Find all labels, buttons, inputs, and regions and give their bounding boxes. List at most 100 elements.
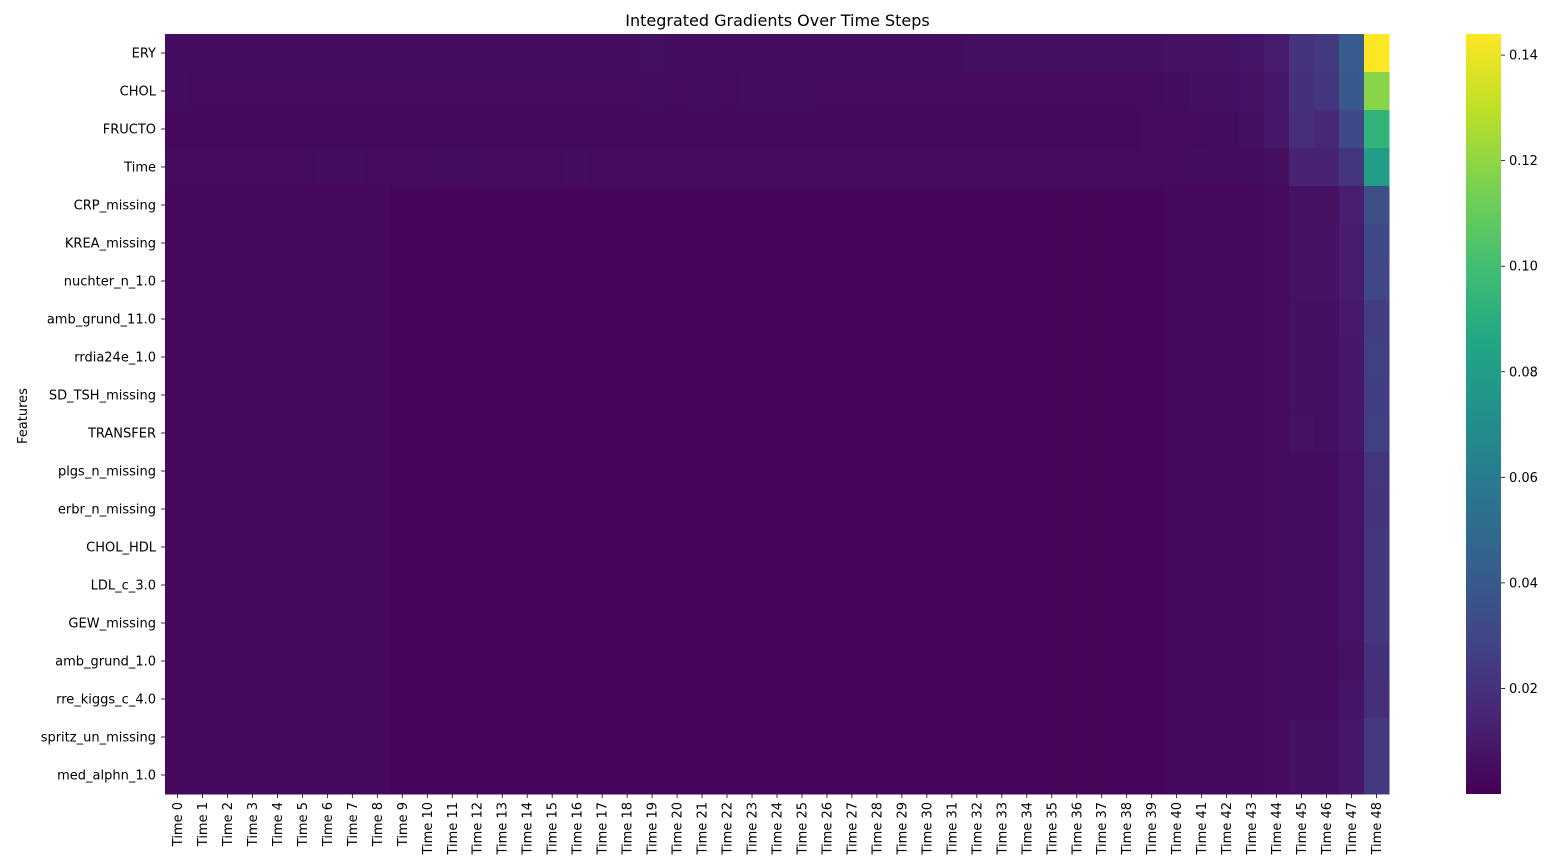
heatmap-cell — [214, 148, 241, 187]
heatmap-cell — [689, 72, 716, 111]
heatmap-cell — [1339, 604, 1365, 643]
heatmap-cell — [914, 718, 940, 757]
heatmap-cell — [239, 604, 266, 643]
heatmap-cell — [364, 528, 391, 567]
heatmap-cell — [1014, 110, 1040, 149]
heatmap-cell — [764, 34, 790, 73]
chart-title: Integrated Gradients Over Time Steps — [625, 11, 930, 30]
y-tick-label: SD_TSH_missing — [49, 389, 156, 404]
heatmap-cell — [639, 756, 666, 795]
heatmap-cell — [389, 452, 416, 491]
heatmap-cell — [464, 34, 491, 73]
heatmap-cell — [1364, 566, 1390, 605]
heatmap-cell — [939, 490, 965, 529]
heatmap-cell — [789, 110, 815, 149]
heatmap-cell — [239, 414, 266, 453]
heatmap-cell — [165, 452, 191, 491]
heatmap-cell — [1114, 528, 1140, 567]
heatmap-cell — [339, 224, 366, 263]
heatmap-cell — [214, 186, 241, 225]
heatmap-cell — [1314, 148, 1340, 187]
heatmap-cell — [1339, 338, 1365, 377]
heatmap-cell — [1314, 490, 1340, 529]
heatmap-cell — [1039, 300, 1065, 339]
heatmap-cell — [239, 300, 266, 339]
heatmap-cell — [989, 566, 1015, 605]
heatmap-cell — [264, 680, 291, 719]
heatmap-cell — [939, 338, 965, 377]
heatmap-cell — [289, 756, 316, 795]
heatmap-cell — [264, 604, 291, 643]
heatmap-cell — [189, 34, 216, 73]
heatmap-cell — [314, 642, 341, 681]
heatmap-cell — [689, 34, 716, 73]
heatmap-cell — [664, 224, 691, 263]
heatmap-cell — [939, 262, 965, 301]
heatmap-cell — [939, 186, 965, 225]
heatmap-cell — [839, 566, 865, 605]
heatmap-cell — [889, 566, 915, 605]
x-tick-label: Time 48 — [1370, 802, 1385, 856]
heatmap-cell — [914, 224, 940, 263]
x-tick-label: Time 47 — [1345, 802, 1360, 856]
heatmap-cell — [539, 414, 566, 453]
heatmap-cell — [1089, 110, 1115, 149]
heatmap-cell — [1139, 34, 1165, 73]
heatmap-cell — [165, 376, 191, 415]
heatmap-cell — [264, 72, 291, 111]
heatmap-cell — [389, 414, 416, 453]
heatmap-cell — [1089, 224, 1115, 263]
heatmap-cell — [839, 490, 865, 529]
heatmap-cell — [1239, 566, 1265, 605]
heatmap-cell — [789, 680, 815, 719]
heatmap-cell — [1064, 34, 1090, 73]
heatmap-cell — [1339, 110, 1365, 149]
heatmap-cell — [1214, 756, 1240, 795]
heatmap-cell — [1039, 642, 1065, 681]
heatmap-cell — [814, 414, 840, 453]
heatmap-cell — [1139, 376, 1165, 415]
heatmap-cell — [414, 34, 441, 73]
heatmap-cell — [1364, 718, 1390, 757]
heatmap-cell — [1239, 34, 1265, 73]
heatmap-cell — [1114, 34, 1140, 73]
heatmap-cell — [1114, 642, 1140, 681]
heatmap-cell — [739, 642, 766, 681]
heatmap-cell — [1039, 338, 1065, 377]
heatmap-cell — [989, 300, 1015, 339]
heatmap-cell — [1239, 680, 1265, 719]
heatmap-cell — [789, 642, 815, 681]
heatmap-cell — [514, 718, 541, 757]
heatmap-cell — [165, 718, 191, 757]
heatmap-cell — [1164, 72, 1190, 111]
heatmap-cell — [1089, 414, 1115, 453]
heatmap-cell — [839, 718, 865, 757]
heatmap-cell — [889, 414, 915, 453]
heatmap-cell — [889, 34, 915, 73]
heatmap-cell — [914, 262, 940, 301]
x-tick-label: Time 17 — [596, 802, 611, 856]
heatmap-cell — [314, 34, 341, 73]
heatmap-cell — [489, 224, 516, 263]
heatmap-cell — [389, 224, 416, 263]
heatmap-cell — [439, 490, 466, 529]
heatmap-cell — [614, 414, 641, 453]
heatmap-cell — [764, 642, 790, 681]
heatmap-cell — [1339, 148, 1365, 187]
heatmap-cell — [564, 718, 591, 757]
heatmap-cell — [614, 642, 641, 681]
heatmap-cell — [1214, 528, 1240, 567]
heatmap-cell — [1114, 414, 1140, 453]
heatmap-cell — [739, 718, 766, 757]
x-tick-label: Time 25 — [795, 802, 810, 856]
heatmap-cell — [1114, 148, 1140, 187]
heatmap-cell — [764, 566, 790, 605]
heatmap-cell — [864, 262, 890, 301]
heatmap-cell — [689, 566, 716, 605]
heatmap-cell — [589, 718, 616, 757]
heatmap-cell — [189, 756, 216, 795]
heatmap-cell — [264, 452, 291, 491]
heatmap-cell — [989, 604, 1015, 643]
heatmap-cell — [514, 680, 541, 719]
heatmap-cell — [339, 452, 366, 491]
